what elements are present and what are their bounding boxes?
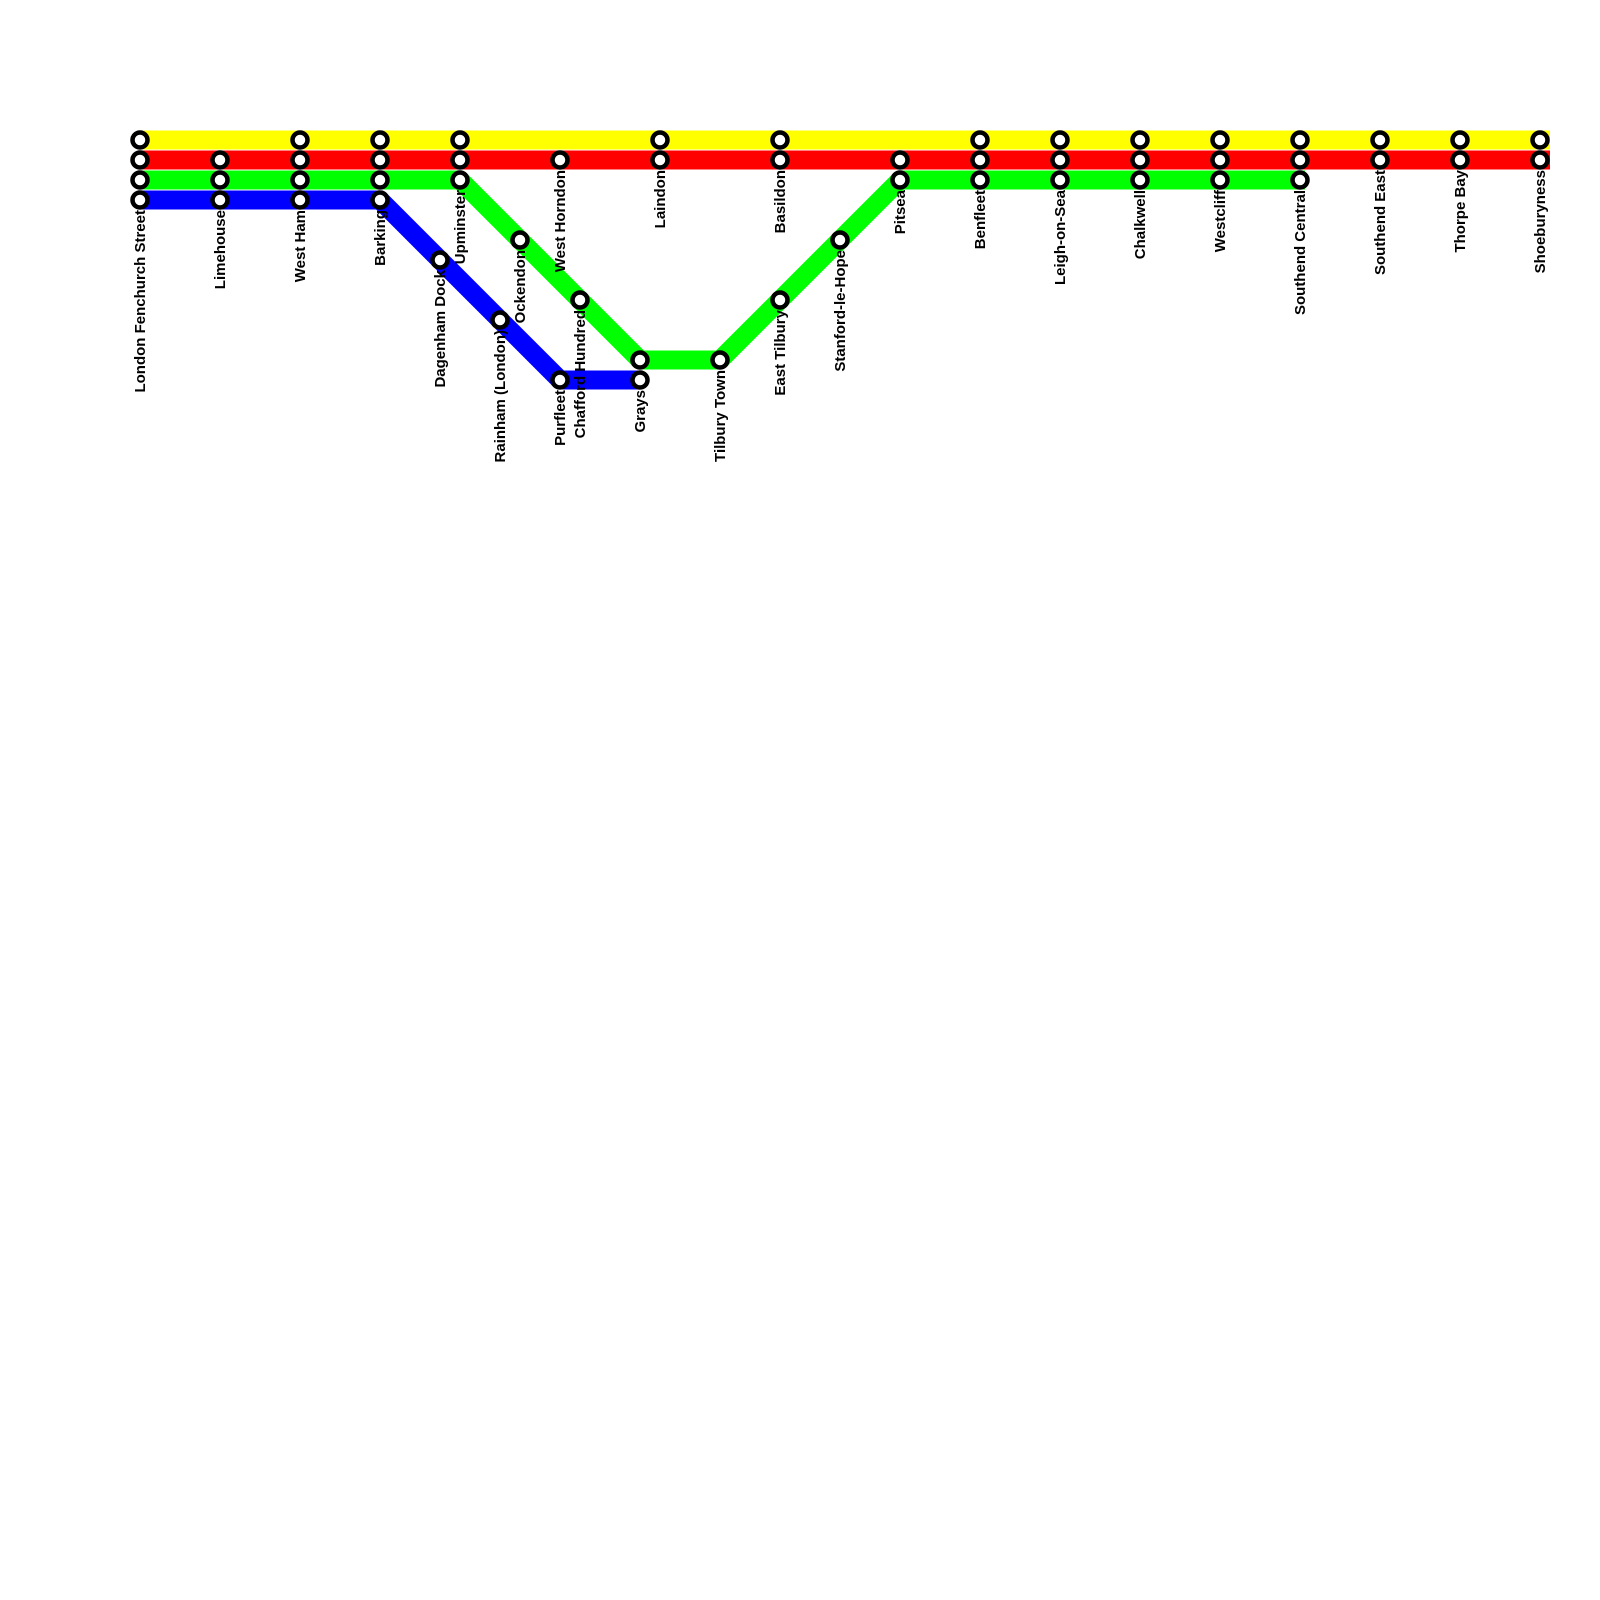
station-marker-limehouse [210, 190, 230, 210]
station-marker-west-ham [290, 150, 310, 170]
station-marker-barking [370, 150, 390, 170]
station-label-chafford-hundred: Chafford Hundred [572, 310, 589, 438]
station-marker-shoeburyness [1530, 150, 1550, 170]
station-marker-chalkwell [1130, 170, 1150, 190]
station-marker-chafford-hundred [570, 290, 590, 310]
station-marker-west-horndon [550, 150, 570, 170]
station-marker-limehouse [210, 150, 230, 170]
station-marker-barking [370, 170, 390, 190]
station-marker-southend-central [1290, 150, 1310, 170]
station-label-dagenham-dock: Dagenham Dock [432, 269, 449, 387]
station-marker-leigh-on-sea [1050, 170, 1070, 190]
station-marker-pitsea [890, 150, 910, 170]
station-marker-westcliff [1210, 150, 1230, 170]
station-marker-pitsea [890, 170, 910, 190]
station-marker-stanford-le-hope [830, 230, 850, 250]
station-label-chalkwell: Chalkwell [1132, 190, 1149, 259]
station-label-limehouse: Limehouse [212, 210, 229, 289]
station-marker-basildon [770, 150, 790, 170]
station-label-grays: Grays [632, 390, 649, 433]
station-label-shoeburyness: Shoeburyness [1532, 170, 1549, 273]
station-marker-southend-central [1290, 170, 1310, 190]
station-label-southend-east: Southend East [1372, 170, 1389, 275]
station-marker-upminster [450, 150, 470, 170]
station-marker-thorpe-bay [1450, 150, 1470, 170]
station-marker-laindon [650, 150, 670, 170]
station-label-southend-central: Southend Central [1292, 190, 1309, 315]
station-label-pitsea: Pitsea [892, 189, 909, 234]
station-marker-barking [370, 190, 390, 210]
station-label-upminster: Upminster [452, 190, 469, 264]
station-marker-west-ham [290, 190, 310, 210]
station-marker-grays [630, 350, 650, 370]
station-marker-basildon [770, 130, 790, 150]
station-marker-upminster [450, 170, 470, 190]
station-marker-london-fenchurch-street [130, 190, 150, 210]
station-marker-laindon [650, 130, 670, 150]
station-marker-purfleet [550, 370, 570, 390]
station-label-west-ham: West Ham [292, 210, 309, 282]
station-marker-tilbury-town [710, 350, 730, 370]
station-label-leigh-on-sea: Leigh-on-Sea [1052, 189, 1069, 285]
station-label-benfleet: Benfleet [972, 190, 989, 249]
station-marker-chalkwell [1130, 130, 1150, 150]
station-marker-west-ham [290, 170, 310, 190]
station-label-ockendon: Ockendon [512, 250, 529, 323]
station-marker-barking [370, 130, 390, 150]
station-marker-benfleet [970, 130, 990, 150]
station-marker-benfleet [970, 150, 990, 170]
station-labels-layer: London Fenchurch Street Limehouse West Ham… [132, 169, 1549, 462]
station-marker-limehouse [210, 170, 230, 190]
station-marker-rainham-london [490, 310, 510, 330]
station-marker-thorpe-bay [1450, 130, 1470, 150]
station-marker-upminster [450, 130, 470, 150]
station-marker-southend-east [1370, 150, 1390, 170]
station-label-laindon: Laindon [652, 170, 669, 228]
station-label-rainham-london: Rainham (London) [492, 330, 509, 462]
station-markers-layer [130, 130, 1550, 390]
station-marker-leigh-on-sea [1050, 130, 1070, 150]
station-marker-ockendon [510, 230, 530, 250]
station-marker-chalkwell [1130, 150, 1150, 170]
station-marker-southend-east [1370, 130, 1390, 150]
station-marker-east-tilbury [770, 290, 790, 310]
station-marker-westcliff [1210, 170, 1230, 190]
station-marker-dagenham-dock [430, 250, 450, 270]
station-label-stanford-le-hope: Stanford-le-Hope [832, 250, 849, 372]
station-marker-benfleet [970, 170, 990, 190]
station-marker-southend-central [1290, 130, 1310, 150]
station-label-purfleet: Purfleet [552, 390, 569, 446]
station-label-basildon: Basildon [772, 170, 789, 233]
station-label-westcliff: Westcliff [1212, 189, 1229, 252]
station-label-london-fenchurch-street: London Fenchurch Street [132, 210, 149, 393]
station-marker-london-fenchurch-street [130, 150, 150, 170]
station-marker-leigh-on-sea [1050, 150, 1070, 170]
station-marker-west-ham [290, 130, 310, 150]
station-label-east-tilbury: East Tilbury [772, 309, 789, 395]
station-marker-westcliff [1210, 130, 1230, 150]
station-label-west-horndon: West Horndon [552, 170, 569, 272]
blue-line-route [140, 190, 640, 390]
station-label-tilbury-town: Tilbury Town [712, 370, 729, 462]
station-label-barking: Barking [372, 210, 389, 266]
station-label-thorpe-bay: Thorpe Bay [1452, 169, 1469, 252]
station-marker-london-fenchurch-street [130, 130, 150, 150]
station-marker-shoeburyness [1530, 130, 1550, 150]
station-marker-london-fenchurch-street [130, 170, 150, 190]
station-marker-grays [630, 370, 650, 390]
green-line-route [140, 170, 1305, 370]
